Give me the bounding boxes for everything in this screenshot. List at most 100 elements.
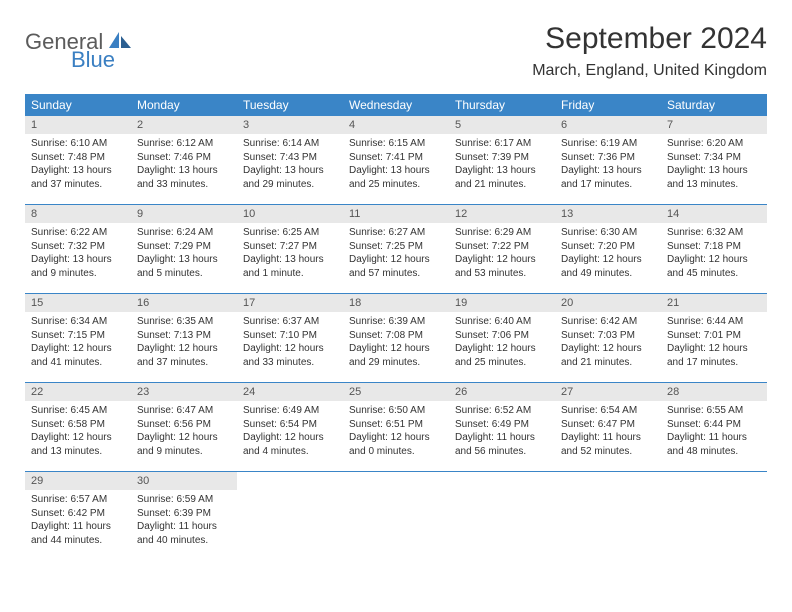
day-cell: 3Sunrise: 6:14 AMSunset: 7:43 PMDaylight… [237,116,343,204]
sunset-text: Sunset: 7:29 PM [137,240,231,254]
sunrise-text: Sunrise: 6:22 AM [31,226,125,240]
day-content: Sunrise: 6:45 AMSunset: 6:58 PMDaylight:… [25,401,131,462]
sunrise-text: Sunrise: 6:49 AM [243,404,337,418]
day-content: Sunrise: 6:47 AMSunset: 6:56 PMDaylight:… [131,401,237,462]
page-title: September 2024 [532,22,767,56]
day-content: Sunrise: 6:59 AMSunset: 6:39 PMDaylight:… [131,490,237,551]
week-row: 1Sunrise: 6:10 AMSunset: 7:48 PMDaylight… [25,116,767,205]
day-cell: 18Sunrise: 6:39 AMSunset: 7:08 PMDayligh… [343,294,449,382]
day-number: 7 [661,116,767,134]
daylight-text: Daylight: 13 hours and 1 minute. [243,253,337,280]
day-header: Saturday [661,94,767,116]
sunset-text: Sunset: 7:10 PM [243,329,337,343]
sunset-text: Sunset: 6:54 PM [243,418,337,432]
sunset-text: Sunset: 7:15 PM [31,329,125,343]
day-number: 27 [555,383,661,401]
daylight-text: Daylight: 12 hours and 45 minutes. [667,253,761,280]
daylight-text: Daylight: 11 hours and 56 minutes. [455,431,549,458]
day-content: Sunrise: 6:44 AMSunset: 7:01 PMDaylight:… [661,312,767,373]
day-number: 6 [555,116,661,134]
sunrise-text: Sunrise: 6:15 AM [349,137,443,151]
sunset-text: Sunset: 6:44 PM [667,418,761,432]
daylight-text: Daylight: 13 hours and 29 minutes. [243,164,337,191]
day-header: Wednesday [343,94,449,116]
daylight-text: Daylight: 12 hours and 13 minutes. [31,431,125,458]
daylight-text: Daylight: 12 hours and 9 minutes. [137,431,231,458]
sunrise-text: Sunrise: 6:20 AM [667,137,761,151]
daylight-text: Daylight: 12 hours and 33 minutes. [243,342,337,369]
week-row: 29Sunrise: 6:57 AMSunset: 6:42 PMDayligh… [25,472,767,560]
day-number: 10 [237,205,343,223]
title-block: September 2024 March, England, United Ki… [532,22,767,80]
daylight-text: Daylight: 12 hours and 25 minutes. [455,342,549,369]
day-number: 23 [131,383,237,401]
sunset-text: Sunset: 6:49 PM [455,418,549,432]
day-cell: 21Sunrise: 6:44 AMSunset: 7:01 PMDayligh… [661,294,767,382]
daylight-text: Daylight: 12 hours and 49 minutes. [561,253,655,280]
day-number: 30 [131,472,237,490]
sunrise-text: Sunrise: 6:40 AM [455,315,549,329]
calendar: SundayMondayTuesdayWednesdayThursdayFrid… [25,94,767,560]
day-cell: 30Sunrise: 6:59 AMSunset: 6:39 PMDayligh… [131,472,237,560]
page: General Blue September 2024 March, Engla… [0,0,792,612]
day-number: 22 [25,383,131,401]
daylight-text: Daylight: 12 hours and 37 minutes. [137,342,231,369]
day-content: Sunrise: 6:19 AMSunset: 7:36 PMDaylight:… [555,134,661,195]
sunset-text: Sunset: 7:39 PM [455,151,549,165]
daylight-text: Daylight: 11 hours and 44 minutes. [31,520,125,547]
day-cell: 15Sunrise: 6:34 AMSunset: 7:15 PMDayligh… [25,294,131,382]
week-row: 22Sunrise: 6:45 AMSunset: 6:58 PMDayligh… [25,383,767,472]
day-header: Friday [555,94,661,116]
daylight-text: Daylight: 13 hours and 21 minutes. [455,164,549,191]
day-number [343,472,449,478]
day-content: Sunrise: 6:50 AMSunset: 6:51 PMDaylight:… [343,401,449,462]
sunset-text: Sunset: 7:03 PM [561,329,655,343]
sunset-text: Sunset: 7:41 PM [349,151,443,165]
day-content: Sunrise: 6:49 AMSunset: 6:54 PMDaylight:… [237,401,343,462]
day-cell: 7Sunrise: 6:20 AMSunset: 7:34 PMDaylight… [661,116,767,204]
sunset-text: Sunset: 7:25 PM [349,240,443,254]
sunrise-text: Sunrise: 6:59 AM [137,493,231,507]
sunset-text: Sunset: 7:08 PM [349,329,443,343]
day-number: 17 [237,294,343,312]
day-number: 11 [343,205,449,223]
day-header: Sunday [25,94,131,116]
day-number: 29 [25,472,131,490]
sunrise-text: Sunrise: 6:19 AM [561,137,655,151]
sunrise-text: Sunrise: 6:37 AM [243,315,337,329]
sunset-text: Sunset: 7:01 PM [667,329,761,343]
daylight-text: Daylight: 11 hours and 40 minutes. [137,520,231,547]
week-row: 15Sunrise: 6:34 AMSunset: 7:15 PMDayligh… [25,294,767,383]
day-content: Sunrise: 6:14 AMSunset: 7:43 PMDaylight:… [237,134,343,195]
sunset-text: Sunset: 7:06 PM [455,329,549,343]
day-number: 25 [343,383,449,401]
sunrise-text: Sunrise: 6:27 AM [349,226,443,240]
day-cell: 9Sunrise: 6:24 AMSunset: 7:29 PMDaylight… [131,205,237,293]
day-number: 16 [131,294,237,312]
day-cell: 16Sunrise: 6:35 AMSunset: 7:13 PMDayligh… [131,294,237,382]
daylight-text: Daylight: 12 hours and 0 minutes. [349,431,443,458]
sunrise-text: Sunrise: 6:34 AM [31,315,125,329]
day-content: Sunrise: 6:15 AMSunset: 7:41 PMDaylight:… [343,134,449,195]
logo-text-blue: Blue [71,47,115,73]
day-number: 2 [131,116,237,134]
daylight-text: Daylight: 13 hours and 13 minutes. [667,164,761,191]
day-cell: 2Sunrise: 6:12 AMSunset: 7:46 PMDaylight… [131,116,237,204]
sunrise-text: Sunrise: 6:42 AM [561,315,655,329]
daylight-text: Daylight: 11 hours and 52 minutes. [561,431,655,458]
day-number: 15 [25,294,131,312]
daylight-text: Daylight: 13 hours and 5 minutes. [137,253,231,280]
day-content: Sunrise: 6:24 AMSunset: 7:29 PMDaylight:… [131,223,237,284]
sunrise-text: Sunrise: 6:12 AM [137,137,231,151]
day-cell: 12Sunrise: 6:29 AMSunset: 7:22 PMDayligh… [449,205,555,293]
day-number: 20 [555,294,661,312]
day-number: 12 [449,205,555,223]
sunset-text: Sunset: 7:36 PM [561,151,655,165]
sunrise-text: Sunrise: 6:29 AM [455,226,549,240]
day-cell: 13Sunrise: 6:30 AMSunset: 7:20 PMDayligh… [555,205,661,293]
sunset-text: Sunset: 6:47 PM [561,418,655,432]
day-content: Sunrise: 6:30 AMSunset: 7:20 PMDaylight:… [555,223,661,284]
daylight-text: Daylight: 12 hours and 4 minutes. [243,431,337,458]
sunrise-text: Sunrise: 6:39 AM [349,315,443,329]
day-content: Sunrise: 6:34 AMSunset: 7:15 PMDaylight:… [25,312,131,373]
